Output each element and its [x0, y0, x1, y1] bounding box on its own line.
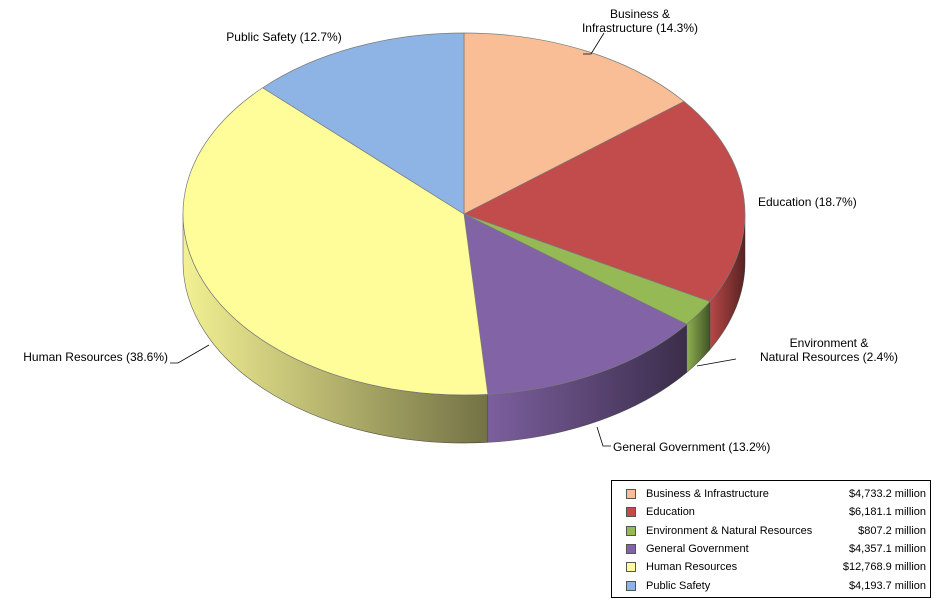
- slice-label-business-and-infrastructure: Business & Infrastructure (14.3%): [582, 7, 698, 35]
- slice-label-general-government: General Government (13.2%): [613, 440, 770, 454]
- pie-slice-general-government: [463, 213, 688, 395]
- legend-label: Business & Infrastructure: [646, 488, 769, 500]
- legend-label: Education: [646, 506, 695, 519]
- legend-swatch: [626, 580, 636, 591]
- legend-value: $12,768.9 million: [842, 561, 926, 574]
- leader-general-government: [596, 426, 611, 447]
- slice-labels: Business & Infrastructure (14.3%) Educatio…: [23, 7, 898, 454]
- legend-item-education: Education $6,181.1 million: [612, 503, 930, 521]
- legend: Business & Infrastructure $4,733.2 millio…: [611, 480, 931, 598]
- pie-slice-human-resources: [182, 87, 489, 396]
- label-leaders: [170, 32, 737, 447]
- legend-value: $6,181.1 million: [848, 506, 926, 519]
- legend-swatch: [626, 507, 636, 518]
- legend-label: General Government: [646, 542, 749, 555]
- slice-label-public-safety: Public Safety (12.7%): [226, 30, 341, 44]
- pie-sides: [182, 213, 746, 444]
- pie-slice-business-and-infrastructure: [463, 32, 685, 215]
- legend-item-public-safety: Public Safety $4,193.7 million: [612, 577, 930, 595]
- legend-swatch: [626, 489, 636, 499]
- pie-slice-public-safety: [262, 32, 465, 215]
- slice-label-education: Education (18.7%): [758, 195, 857, 209]
- pie-slice-education: [463, 100, 746, 302]
- legend-item-general-government: General Government $4,357.1 million: [612, 540, 930, 558]
- pie-slices: [182, 32, 746, 396]
- slice-label-environment-and-natural-resources: Environment & Natural Resources (2.4%): [760, 336, 898, 364]
- legend-item-business-and-infrastructure: Business & Infrastructure $4,733.2 millio…: [612, 485, 930, 503]
- legend-value: $807.2 million: [858, 524, 926, 537]
- legend-swatch: [626, 543, 636, 554]
- legend-label: Public Safety: [646, 579, 711, 592]
- leader-human-resources: [170, 344, 210, 364]
- legend-item-environment-and-natural-resources: Environment & Natural Resources $807.2 mi…: [612, 522, 930, 540]
- pie-side-environment-and-natural-resources: [686, 300, 711, 373]
- legend-value: $4,193.7 million: [848, 579, 926, 592]
- legend-value: $4,733.2 million: [848, 488, 926, 500]
- slice-label-human-resources: Human Resources (38.6%): [23, 350, 168, 364]
- legend-item-human-resources: Human Resources $12,768.9 million: [612, 558, 930, 576]
- legend-label: Human Resources: [646, 561, 738, 574]
- leader-business-and-infrastructure: [583, 32, 605, 55]
- legend-swatch: [626, 525, 636, 536]
- legend-value: $4,357.1 million: [848, 542, 926, 555]
- leader-environment-and-natural-resources: [696, 358, 737, 367]
- legend-label: Environment & Natural Resources: [646, 524, 813, 537]
- legend-swatch: [626, 562, 636, 573]
